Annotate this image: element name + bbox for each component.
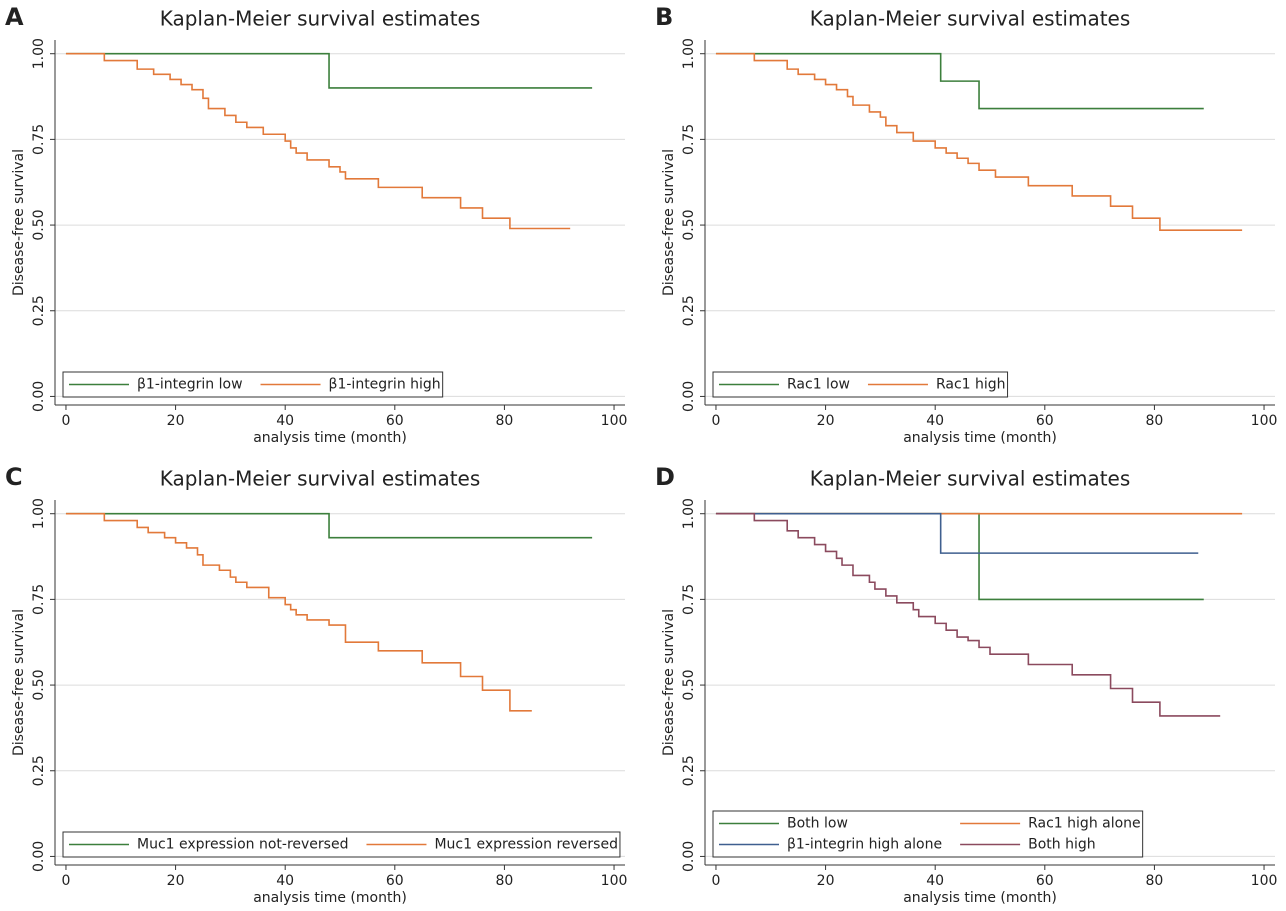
x-tick-label: 80 — [496, 873, 514, 889]
survival-curve — [65, 512, 532, 712]
survival-curve — [65, 52, 571, 230]
y-tick-label: 1.00 — [681, 38, 697, 69]
x-tick-label: 60 — [386, 873, 404, 889]
y-tick-label: 0.25 — [31, 755, 47, 786]
legend-label: β1-integrin high alone — [787, 837, 942, 853]
x-tick-label: 20 — [817, 873, 835, 889]
legend: Both low Rac1 high alone β1-integrin high … — [712, 810, 1144, 858]
legend-box — [712, 810, 1144, 858]
legend-box — [62, 831, 621, 858]
x-axis-label: analysis time (month) — [253, 430, 407, 446]
y-axis-label: Disease-free survival — [661, 609, 677, 756]
legend-label: Rac1 high — [936, 377, 1006, 393]
x-tick-label: 100 — [601, 413, 628, 429]
x-tick-label: 100 — [601, 873, 628, 889]
y-tick-label: 1.00 — [31, 498, 47, 529]
x-tick-label: 60 — [386, 413, 404, 429]
legend-label: β1-integrin low — [137, 377, 243, 393]
y-tick-label: 0.00 — [681, 381, 697, 412]
y-axis-label: Disease-free survival — [11, 149, 27, 296]
y-tick-label: 1.00 — [681, 498, 697, 529]
y-tick-label: 0.25 — [681, 755, 697, 786]
y-tick-label: 0.00 — [31, 841, 47, 872]
y-tick-label: 0.75 — [681, 124, 697, 155]
y-tick-label: 0.50 — [31, 669, 47, 700]
legend-label: Both low — [787, 816, 848, 832]
x-tick-label: 0 — [62, 873, 71, 889]
legend-label: Rac1 low — [787, 377, 850, 393]
survival-curve — [715, 512, 1204, 601]
survival-curve — [715, 52, 1243, 232]
y-tick-label: 0.25 — [681, 295, 697, 326]
y-tick-label: 0.75 — [31, 124, 47, 155]
legend: Muc1 expression not-reversed Muc1 express… — [62, 831, 621, 858]
y-tick-label: 0.50 — [31, 209, 47, 240]
panel-label: B — [655, 3, 673, 31]
chart-title: Kaplan-Meier survival estimates — [160, 467, 481, 491]
y-tick-label: 0.50 — [681, 209, 697, 240]
x-axis-label: analysis time (month) — [903, 430, 1057, 446]
x-tick-label: 80 — [496, 413, 514, 429]
x-tick-label: 40 — [926, 873, 944, 889]
panel-label: C — [5, 463, 23, 491]
legend: β1-integrin low β1-integrin high — [62, 371, 444, 398]
legend-label: Muc1 expression not-reversed — [137, 837, 348, 853]
y-tick-label: 0.25 — [31, 295, 47, 326]
y-tick-label: 1.00 — [31, 38, 47, 69]
x-tick-label: 20 — [167, 873, 185, 889]
chart-title: Kaplan-Meier survival estimates — [160, 7, 481, 31]
x-tick-label: 60 — [1036, 413, 1054, 429]
legend-label: β1-integrin high — [329, 377, 441, 393]
x-tick-label: 80 — [1146, 873, 1164, 889]
x-axis-label: analysis time (month) — [903, 890, 1057, 906]
x-tick-label: 100 — [1251, 413, 1278, 429]
y-axis-label: Disease-free survival — [661, 149, 677, 296]
survival-curve — [715, 52, 1204, 110]
panel-label: D — [655, 463, 675, 491]
survival-curve — [65, 52, 593, 89]
y-tick-label: 0.75 — [31, 584, 47, 615]
x-tick-label: 40 — [276, 873, 294, 889]
x-axis-label: analysis time (month) — [253, 890, 407, 906]
x-tick-label: 100 — [1251, 873, 1278, 889]
legend-label: Both high — [1028, 837, 1096, 853]
panel-label: A — [5, 3, 24, 31]
x-tick-label: 0 — [712, 413, 721, 429]
y-tick-label: 0.00 — [681, 841, 697, 872]
y-tick-label: 0.75 — [681, 584, 697, 615]
legend-label: Muc1 expression reversed — [434, 837, 617, 853]
y-tick-label: 0.00 — [31, 381, 47, 412]
x-tick-label: 0 — [62, 413, 71, 429]
x-tick-label: 20 — [817, 413, 835, 429]
y-tick-label: 0.50 — [681, 669, 697, 700]
legend: Rac1 low Rac1 high — [712, 371, 1009, 398]
y-axis-label: Disease-free survival — [11, 609, 27, 756]
chart-title: Kaplan-Meier survival estimates — [810, 467, 1131, 491]
x-tick-label: 0 — [712, 873, 721, 889]
x-tick-label: 20 — [167, 413, 185, 429]
legend-label: Rac1 high alone — [1028, 816, 1141, 832]
survival-curve — [715, 512, 1221, 717]
survival-curve — [65, 512, 593, 539]
legend-box — [62, 371, 444, 398]
x-tick-label: 80 — [1146, 413, 1164, 429]
x-tick-label: 40 — [276, 413, 294, 429]
survival-curve — [715, 512, 1199, 554]
x-tick-label: 40 — [926, 413, 944, 429]
x-tick-label: 60 — [1036, 873, 1054, 889]
chart-title: Kaplan-Meier survival estimates — [810, 7, 1131, 31]
